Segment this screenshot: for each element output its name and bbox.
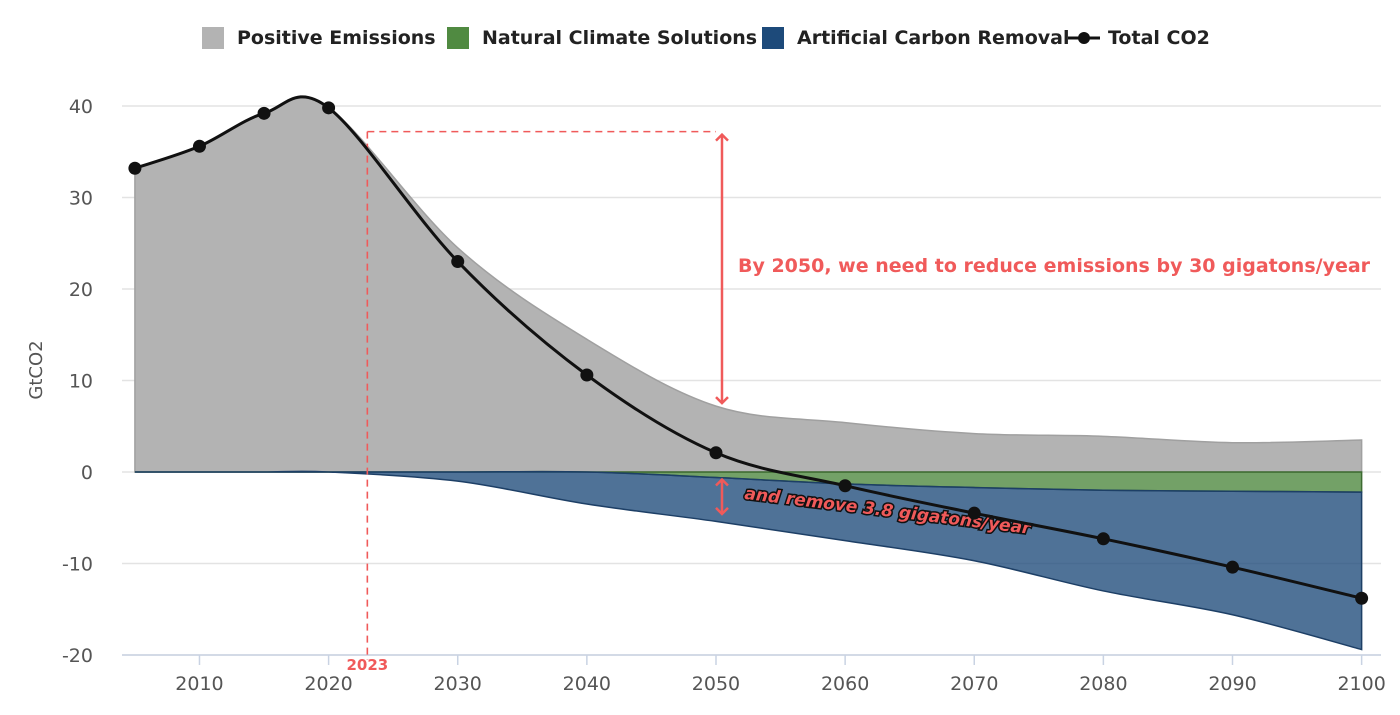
positive-emissions-area — [134, 97, 1363, 473]
legend-swatch — [762, 27, 784, 49]
x-tick-label: 2060 — [821, 673, 869, 695]
legend-swatch — [447, 27, 469, 49]
total-co2-point — [322, 101, 336, 115]
y-tick-label: 20 — [69, 279, 93, 301]
legend-item-total-co2[interactable]: Total CO2 — [1068, 27, 1210, 49]
x-tick-label: 2010 — [175, 673, 223, 695]
x-tick-label: 2030 — [434, 673, 482, 695]
legend-swatch — [202, 27, 224, 49]
x-tick-label: 2080 — [1079, 673, 1127, 695]
total-co2-point — [1226, 560, 1240, 574]
total-co2-point — [838, 479, 852, 493]
total-co2-point — [580, 368, 594, 382]
marker-year-label: 2023 — [346, 656, 388, 674]
x-tick-label: 2020 — [304, 673, 352, 695]
y-tick-label: 0 — [81, 462, 93, 484]
total-co2-point — [967, 506, 981, 520]
x-tick-label: 2070 — [950, 673, 998, 695]
legend: Positive Emissions Natural Climate Solut… — [202, 27, 1210, 49]
legend-item-artificial-carbon-removal[interactable]: Artificial Carbon Removal — [762, 27, 1070, 49]
x-tick-label: 2040 — [563, 673, 611, 695]
legend-label: Artificial Carbon Removal — [797, 27, 1070, 49]
legend-item-natural-climate-solutions[interactable]: Natural Climate Solutions — [447, 27, 757, 49]
y-axis: -20 -10 0 10 20 30 40 — [62, 96, 93, 667]
total-co2-point — [451, 255, 465, 269]
total-co2-point — [257, 106, 271, 120]
legend-label: Natural Climate Solutions — [482, 27, 757, 49]
y-tick-label: 40 — [69, 96, 93, 118]
reduce-emissions-annotation: By 2050, we need to reduce emissions by … — [738, 255, 1371, 277]
y-tick-label: -10 — [62, 554, 93, 576]
x-tick-label: 2090 — [1208, 673, 1256, 695]
artificial-carbon-removal-area — [134, 470, 1363, 651]
total-co2-point — [709, 446, 723, 460]
x-axis: 2010 2020 2030 2040 2050 2060 2070 2080 2090 2100 — [122, 654, 1386, 695]
total-co2-point — [192, 139, 206, 153]
areas — [134, 97, 1363, 651]
x-tick-label: 2100 — [1337, 673, 1385, 695]
legend-label: Positive Emissions — [237, 27, 436, 49]
total-co2-point — [1355, 591, 1369, 605]
legend-item-positive-emissions[interactable]: Positive Emissions — [202, 27, 436, 49]
total-co2-line — [134, 95, 1362, 600]
y-axis-title: GtCO2 — [26, 340, 47, 399]
total-co2-line-group — [128, 95, 1369, 605]
y-tick-label: 30 — [69, 188, 93, 210]
x-tick-label: 2050 — [692, 673, 740, 695]
legend-label: Total CO2 — [1108, 27, 1210, 49]
y-tick-label: -20 — [62, 645, 93, 667]
legend-marker — [1078, 32, 1090, 44]
total-co2-point — [128, 161, 142, 175]
y-tick-label: 10 — [69, 371, 93, 393]
total-co2-point — [1096, 532, 1110, 546]
